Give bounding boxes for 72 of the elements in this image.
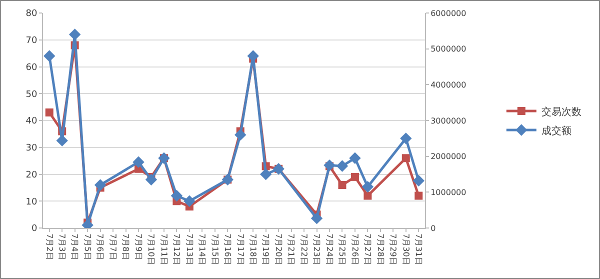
- x-tick-label: 7月21日: [286, 234, 296, 265]
- point: [170, 190, 183, 202]
- x-tick-label: 7月30日: [401, 234, 410, 265]
- point: [338, 181, 346, 189]
- x-tick-label: 7月4日: [70, 234, 80, 260]
- x-tick-label: 7月22日: [299, 234, 308, 265]
- x-tick-label: 7月18日: [248, 234, 258, 265]
- point: [260, 168, 272, 180]
- x-tick-label: 7月24日: [324, 234, 334, 265]
- y-tick-label: 30: [26, 144, 38, 154]
- y-tick-label: 60: [26, 62, 38, 73]
- y-tick-label: 0: [31, 224, 38, 234]
- point: [44, 50, 56, 62]
- x-tick-label: 7月11日: [159, 234, 168, 265]
- x-tick-label: 7月14日: [198, 234, 207, 265]
- point: [350, 172, 359, 181]
- point: [402, 154, 410, 162]
- point: [56, 134, 68, 146]
- x-tick-label: 7月19日: [261, 234, 270, 265]
- point: [234, 128, 246, 141]
- y-tick-label: 50: [26, 90, 38, 100]
- x-tick-label: 7月27日: [363, 234, 372, 265]
- x-tick-label: 7月9日: [134, 234, 143, 260]
- x-tick-label: 7月6日: [96, 234, 105, 260]
- x-tick-label: 7月26日: [350, 234, 360, 265]
- point: [362, 180, 374, 193]
- x-tick-label: 7月3日: [58, 234, 66, 260]
- x-tick-label: 7月7日: [108, 234, 118, 260]
- point: [310, 212, 323, 224]
- point: [349, 152, 361, 164]
- x-tick-label: 7月10日: [146, 234, 156, 265]
- y2-tick-label: 2000000: [430, 152, 466, 162]
- point: [68, 28, 81, 40]
- point: [94, 179, 106, 191]
- x-tick-label: 7月31日: [414, 234, 424, 265]
- x-tick-label: 7月12日: [172, 234, 182, 265]
- point: [184, 195, 196, 207]
- x-tick-label: 7月29日: [388, 234, 398, 265]
- x-tick-label: 7月28日: [376, 234, 385, 265]
- x-tick-label: 7月16日: [223, 234, 232, 265]
- x-tick-label: 7月20日: [274, 234, 283, 265]
- x-tick-label: 7月17日: [236, 234, 245, 265]
- x-tick-label: 7月8日: [121, 234, 130, 260]
- point: [247, 50, 259, 62]
- y-tick-label: 70: [26, 36, 38, 46]
- x-tick-label: 7月15日: [210, 234, 220, 265]
- x-tick-label: 7月2日: [44, 234, 54, 260]
- point: [45, 108, 54, 116]
- y-tick-label: 10: [26, 197, 38, 208]
- point: [364, 192, 372, 200]
- y-tick-label: 80: [26, 9, 38, 20]
- point: [336, 160, 348, 172]
- y-tick-label: 20: [26, 170, 38, 180]
- x-tick-label: 7月13日: [184, 234, 194, 265]
- y2-tick-label: 5000000: [430, 44, 466, 54]
- y2-tick-label: 1000000: [430, 188, 466, 197]
- y-tick-label: 40: [26, 116, 38, 127]
- point: [412, 174, 424, 187]
- y2-tick-label: 4000000: [430, 80, 466, 90]
- x-tick-label: 7月25日: [338, 234, 347, 265]
- point: [132, 156, 144, 168]
- y2-tick-label: 0: [430, 224, 436, 233]
- x-tick-label: 7月5日: [82, 234, 92, 260]
- point: [400, 132, 412, 144]
- point: [145, 174, 158, 186]
- x-tick-label: 7月23日: [312, 234, 322, 265]
- legend-label: 成交额: [541, 124, 572, 137]
- point: [324, 159, 336, 172]
- y2-tick-label: 6000000: [430, 8, 466, 18]
- point: [414, 192, 423, 200]
- y2-tick-label: 3000000: [430, 116, 466, 126]
- legend-label: 交易次数: [541, 106, 582, 118]
